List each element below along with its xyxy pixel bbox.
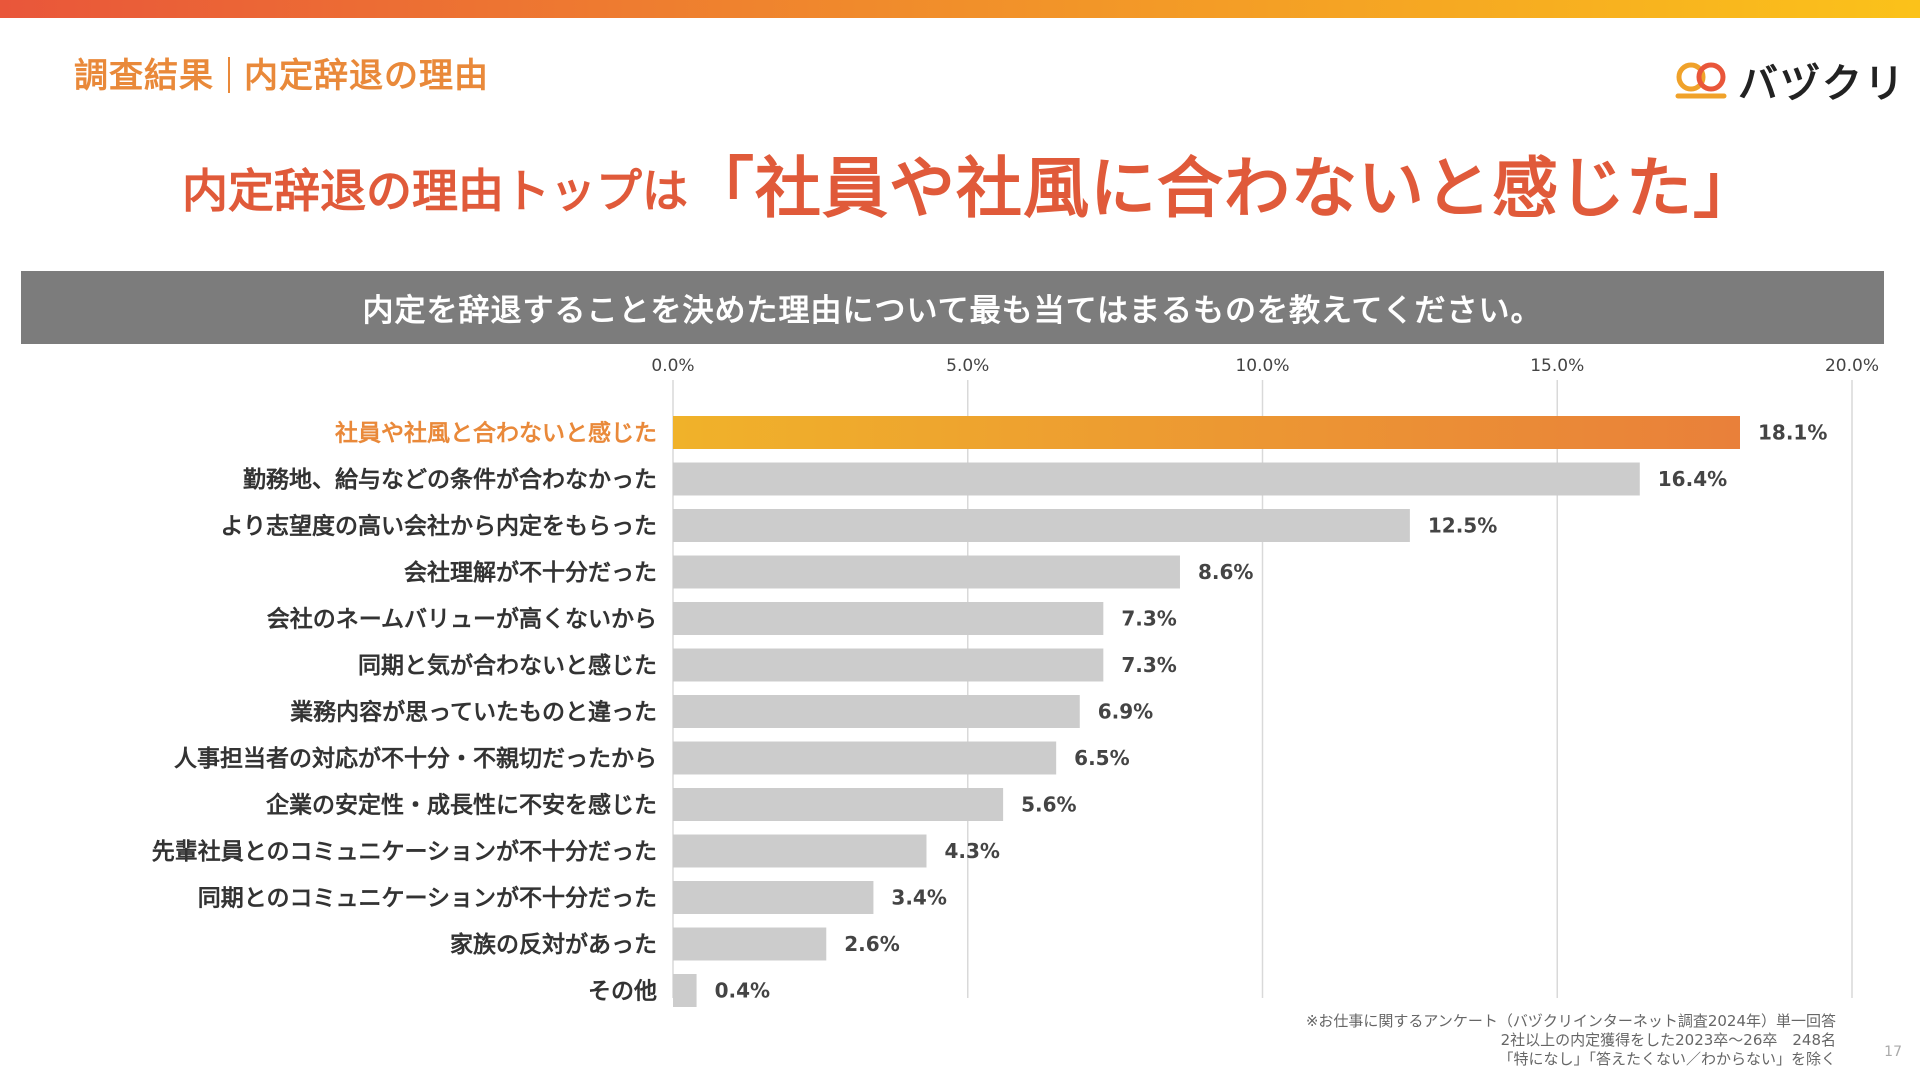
- value-label: 0.4%: [715, 979, 770, 1003]
- pretzel-logo-icon: [1675, 62, 1727, 99]
- category-label: 先輩社員とのコミュニケーションが不十分だった: [152, 838, 657, 865]
- headline: 内定辞退の理由トップは「社員や社風に合わないと感じた」: [182, 135, 1760, 231]
- category-label: 勤務地、給与などの条件が合わなかった: [243, 466, 657, 493]
- chart-svg: 0.0% 5.0% 10.0% 15.0% 20.0% 社員や社風と合わないと感じた 18.…: [152, 356, 1879, 1007]
- tick-label: 15.0%: [1530, 356, 1584, 376]
- value-label: 18.1%: [1758, 421, 1827, 445]
- bar: [673, 788, 1004, 821]
- category-label: 業務内容が思っていたものと違った: [289, 699, 657, 726]
- bar: [673, 741, 1057, 775]
- category-label: 社員や社風と合わないと感じた: [335, 420, 657, 447]
- value-label: 7.3%: [1121, 607, 1176, 631]
- logo-text: バヅクリ: [1738, 61, 1906, 107]
- bar: [673, 695, 1080, 728]
- bar: [673, 509, 1410, 542]
- tick-label: 5.0%: [946, 356, 989, 376]
- section-title: 調査結果 内定辞退の理由: [74, 48, 489, 97]
- value-label: 4.3%: [944, 839, 999, 863]
- bar: [673, 974, 697, 1007]
- category-label: 人事担当者の対応が不十分・不親切だったから: [174, 745, 657, 772]
- section-title-left: 調査結果: [74, 56, 214, 96]
- tick-label: 10.0%: [1235, 356, 1289, 376]
- value-label: 8.6%: [1198, 560, 1253, 584]
- value-label: 5.6%: [1021, 793, 1076, 817]
- category-label: より志望度の高い会社から内定をもらった: [220, 513, 657, 540]
- bar: [673, 927, 827, 961]
- value-label: 6.9%: [1098, 700, 1153, 724]
- value-label: 6.5%: [1074, 746, 1129, 770]
- bar: [673, 648, 1104, 682]
- tick-label: 0.0%: [651, 356, 694, 376]
- headline-highlight: 「社員や社風に合わないと感じた」: [688, 150, 1760, 227]
- question-band: 内定を辞退することを決めた理由について最も当てはまるものを教えてください。: [21, 271, 1884, 344]
- question-text: 内定を辞退することを決めた理由について最も当てはまるものを教えてください。: [362, 293, 1543, 329]
- category-label: 会社理解が不十分だった: [404, 559, 657, 586]
- value-label: 3.4%: [891, 886, 946, 910]
- value-label: 16.4%: [1658, 467, 1727, 491]
- headline-lead: 内定辞退の理由トップは: [182, 164, 688, 218]
- value-label: 2.6%: [844, 932, 899, 956]
- category-label: 企業の安定性・成長性に不安を感じた: [265, 792, 657, 819]
- bar: [673, 881, 874, 914]
- category-label: 家族の反対があった: [450, 931, 657, 958]
- tick-label: 20.0%: [1825, 356, 1879, 376]
- brand-logo: バヅクリ: [1672, 58, 1906, 107]
- footnote-line-2: 2社以上の内定獲得をした2023卒〜26卒 248名: [1500, 1031, 1836, 1049]
- bar: [673, 462, 1640, 496]
- category-label: 同期と気が合わないと感じた: [358, 652, 657, 679]
- category-label: 会社のネームバリューが高くないから: [267, 606, 657, 633]
- bar: [673, 416, 1740, 449]
- value-label: 7.3%: [1121, 653, 1176, 677]
- bar: [673, 834, 927, 868]
- bar-chart: 0.0% 5.0% 10.0% 15.0% 20.0% 社員や社風と合わないと感じた 18.…: [0, 350, 1920, 1010]
- top-accent-bar: [0, 0, 1920, 18]
- footnote-line-1: ※お仕事に関するアンケート（バヅクリインターネット調査2024年）単一回答: [1305, 1012, 1836, 1030]
- bar: [673, 555, 1180, 589]
- bar: [673, 602, 1104, 635]
- category-label: その他: [588, 979, 657, 1005]
- category-label: 同期とのコミュニケーションが不十分だった: [198, 885, 657, 912]
- section-title-right: 内定辞退の理由: [244, 56, 489, 96]
- footnote-line-3: 「特になし」「答えたくない／わからない」を除く: [1498, 1050, 1836, 1068]
- page-number: 17: [1884, 1044, 1902, 1060]
- footnote: ※お仕事に関するアンケート（バヅクリインターネット調査2024年）単一回答 2社…: [1306, 1012, 1836, 1069]
- section-divider: [228, 57, 230, 93]
- value-label: 12.5%: [1428, 514, 1497, 538]
